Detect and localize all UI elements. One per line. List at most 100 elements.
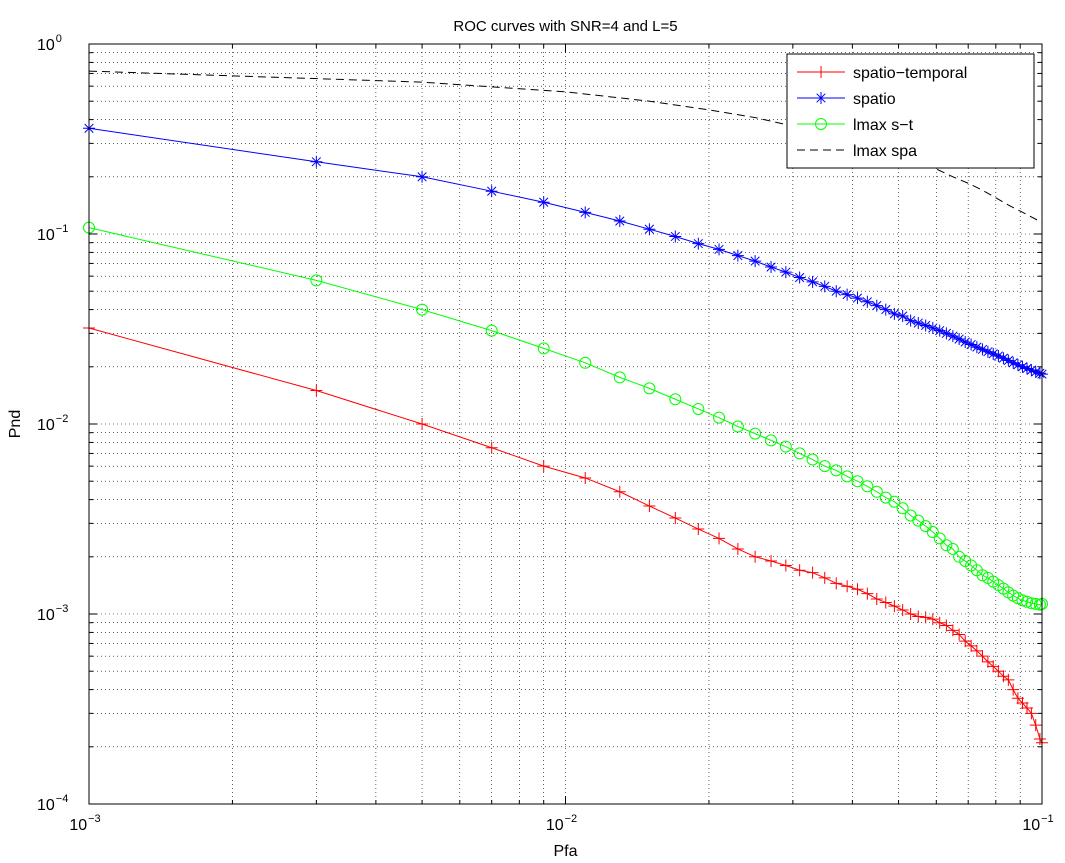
plus-marker [713,532,726,545]
plus-marker [416,418,429,430]
plus-marker [987,660,1000,673]
plus-marker [643,500,656,513]
circle-marker [888,495,901,508]
star-marker [416,170,429,183]
star-marker [992,349,1005,362]
x-axis-label: Pfa [553,843,577,860]
series-group [83,122,1048,381]
star-marker [841,288,854,301]
circle-marker [851,475,864,488]
y-tick-exponent: −1 [56,223,69,235]
circle-marker [643,382,656,395]
star-marker [953,333,966,346]
series-line [88,227,1043,606]
star-marker [537,196,550,209]
star-marker [965,338,978,351]
circle-marker [976,569,989,582]
plus-marker [1002,673,1015,686]
circle-marker [861,480,874,493]
star-marker [940,327,953,340]
circle-marker [896,502,909,515]
plus-marker [613,485,626,498]
y-axis-label: Pnd [7,410,24,438]
circle-marker [940,539,953,552]
star-marker [765,261,778,274]
star-marker [1016,360,1029,373]
circle-marker [818,460,831,473]
star-marker [997,352,1010,365]
plus-marker [896,603,909,616]
plus-marker [976,650,989,663]
circle-marker [579,356,592,369]
star-marker [713,243,726,256]
star-marker [933,324,946,337]
star-marker [749,255,762,268]
plus-marker [851,583,864,596]
circle-marker [926,526,939,539]
star-marker [731,249,744,262]
plus-marker [870,592,883,605]
legend-marker [815,92,827,104]
star-marker [793,271,806,284]
plus-marker [1029,719,1042,732]
plus-marker [692,523,705,536]
plus-marker [981,655,994,668]
star-marker [912,317,925,330]
plus-marker [879,596,892,609]
star-marker [692,237,705,250]
circle-marker [537,342,550,355]
star-marker [310,155,323,168]
plus-marker [888,600,901,613]
plus-marker [793,564,806,577]
plus-marker [806,566,819,579]
plus-marker [953,628,966,641]
star-marker [904,314,917,327]
plus-marker [926,613,939,626]
plus-marker [965,639,978,652]
plus-marker [1007,683,1020,696]
plus-marker [537,460,550,473]
plus-marker [904,608,917,620]
circle-marker [919,520,932,533]
y-tick-exponent: −4 [56,793,69,805]
legend-box [786,53,1035,169]
star-marker [879,303,892,316]
star-marker [579,206,592,219]
plus-marker [485,441,498,454]
star-marker [888,307,901,320]
plus-marker [912,610,925,623]
legend: spatio−temporal spatio lmax s−t lmax spa [786,53,1035,169]
star-marker [926,322,939,335]
circle-marker [959,555,972,568]
plus-marker [579,471,592,484]
plus-marker [861,587,874,600]
plus-marker [919,611,932,624]
circle-marker [779,440,792,453]
star-marker [1033,367,1046,380]
legend-marker [815,118,827,130]
circle-marker [310,274,323,287]
circle-marker [870,485,883,498]
y-tick-exponent: 0 [56,33,62,45]
circle-marker [1016,594,1029,607]
plus-marker [818,571,831,584]
circle-marker [946,542,959,555]
plus-marker [940,619,953,632]
plus-marker [830,577,843,590]
star-marker [779,266,792,279]
plus-marker [1025,707,1038,720]
star-marker [1020,362,1033,375]
circle-marker [793,447,806,460]
star-marker [1025,364,1038,377]
star-marker [861,295,874,308]
series-group [83,221,1048,611]
star-marker [981,345,994,358]
legend-label: lmax s−t [853,117,914,134]
star-marker [896,310,909,323]
star-marker [1029,365,1042,378]
star-marker [970,341,983,354]
legend-marker [815,66,827,78]
star-marker [919,319,932,332]
circle-marker [841,470,854,483]
